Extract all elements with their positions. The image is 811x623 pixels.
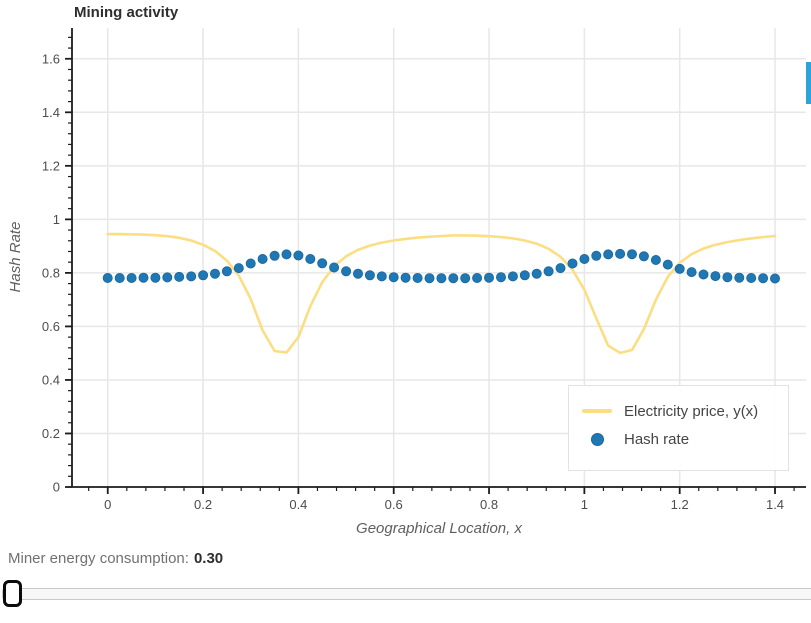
x-axis-title: Geographical Location, x xyxy=(356,520,522,537)
hash-rate-dot xyxy=(341,266,352,277)
hash-rate-dot xyxy=(472,272,483,283)
hash-rate-dot xyxy=(174,271,185,282)
hash-rate-dot xyxy=(281,249,292,260)
hash-rate-dot xyxy=(734,272,745,283)
hash-rate-dot xyxy=(627,249,638,260)
slider-track[interactable] xyxy=(2,588,811,600)
hash-rate-dot xyxy=(710,271,721,282)
x-tick-label: 0 xyxy=(104,497,111,512)
hash-rate-dot xyxy=(603,249,614,260)
y-tick-label: 0.2 xyxy=(42,426,60,441)
hash-rate-dot xyxy=(114,272,125,283)
hash-rate-dot xyxy=(638,251,649,262)
hash-rate-dot xyxy=(758,273,769,284)
slider-label: Miner energy consumption: 0.30 xyxy=(8,550,223,567)
slider-value: 0.30 xyxy=(193,550,224,567)
hash-rate-dot xyxy=(126,272,137,283)
hash-rate-dot xyxy=(245,258,256,269)
x-tick-label: 1.4 xyxy=(766,497,784,512)
y-tick-label: 1.4 xyxy=(42,105,60,120)
hash-rate-dot xyxy=(138,272,149,283)
hash-rate-dot xyxy=(209,268,220,279)
legend-item-hash-rate: Hash rate xyxy=(569,425,788,453)
y-tick-label: 0.6 xyxy=(42,319,60,334)
legend-item-electricity-price: Electricity price, y(x) xyxy=(569,397,788,425)
hash-rate-dot xyxy=(198,270,209,281)
slider-label-text: Miner energy consumption: xyxy=(8,550,189,567)
hash-rate-dot xyxy=(507,271,518,282)
hash-rate-dot xyxy=(162,272,173,283)
hash-rate-dot xyxy=(400,272,411,283)
scrollbar-thumb[interactable] xyxy=(806,62,811,104)
hash-rate-dot xyxy=(352,268,363,279)
y-tick-label: 1.6 xyxy=(42,51,60,66)
hash-rate-dot xyxy=(591,250,602,261)
legend-label-electricity-price: Electricity price, y(x) xyxy=(624,402,759,420)
hash-rate-dot xyxy=(746,272,757,283)
hash-rate-dot xyxy=(186,271,197,282)
y-tick-label: 1 xyxy=(53,212,60,227)
y-tick-label: 0.8 xyxy=(42,265,60,280)
x-tick-label: 0.2 xyxy=(194,497,212,512)
hash-rate-dot xyxy=(519,270,530,281)
hash-rate-dot xyxy=(102,272,113,283)
hash-rate-dot xyxy=(221,266,232,277)
legend-label-hash-rate: Hash rate xyxy=(624,430,690,448)
hash-rate-dot xyxy=(722,272,733,283)
hash-rate-dot xyxy=(293,250,304,261)
hash-rate-dot xyxy=(269,250,280,261)
x-tick-label: 1.2 xyxy=(671,497,689,512)
hash-rate-dot xyxy=(364,270,375,281)
hash-rate-dot xyxy=(424,273,435,284)
y-tick-label: 0.4 xyxy=(42,372,60,387)
hash-rate-dot xyxy=(567,258,578,269)
hash-rate-dot xyxy=(460,273,471,284)
hash-rate-dot xyxy=(329,262,340,273)
hash-rate-dot xyxy=(305,253,316,264)
hash-rate-dot xyxy=(698,269,709,280)
y-tick-label: 0 xyxy=(53,480,60,495)
legend: Electricity price, y(x) Hash rate xyxy=(568,385,789,471)
hash-rate-dot xyxy=(579,253,590,264)
hash-rate-dot xyxy=(674,263,685,274)
slider-thumb[interactable] xyxy=(3,580,22,607)
hash-rate-dot xyxy=(412,272,423,283)
hash-rate-dot xyxy=(317,258,328,269)
hash-rate-dot xyxy=(436,273,447,284)
hash-rate-dot xyxy=(662,259,673,270)
circle-swatch-icon xyxy=(582,432,612,446)
hash-rate-dot xyxy=(388,272,399,283)
hash-rate-dot xyxy=(555,263,566,274)
hash-rate-dot xyxy=(686,267,697,278)
hash-rate-dot xyxy=(650,254,661,265)
hash-rate-dot xyxy=(495,272,506,283)
electricity-price-line xyxy=(106,232,777,355)
hash-rate-dot xyxy=(531,268,542,279)
hash-rate-dot xyxy=(150,272,161,283)
y-tick-label: 1.2 xyxy=(42,158,60,173)
y-axis-title: Hash Rate xyxy=(7,221,24,293)
hash-rate-dot xyxy=(376,271,387,282)
hash-rate-dot xyxy=(770,273,781,284)
hash-rate-dot xyxy=(448,273,459,284)
line-swatch-icon xyxy=(582,409,612,413)
plot-canvas: 0 0.2 0.4 0.6 0.8 1 1.2 1.4 0 0.2 0.4 0.6 0.8 1 1.2 1.4… xyxy=(42,28,806,512)
hash-rate-dot xyxy=(257,253,268,264)
hash-rate-dot xyxy=(483,272,494,283)
hash-rate-dot xyxy=(615,248,626,259)
x-tick-label: 1 xyxy=(581,497,588,512)
hash-rate-dot xyxy=(543,266,554,277)
x-tick-label: 0.4 xyxy=(289,497,307,512)
x-tick-label: 0.6 xyxy=(385,497,403,512)
x-tick-label: 0.8 xyxy=(480,497,498,512)
chart-title: Mining activity xyxy=(74,4,179,21)
hash-rate-dot xyxy=(233,263,244,274)
